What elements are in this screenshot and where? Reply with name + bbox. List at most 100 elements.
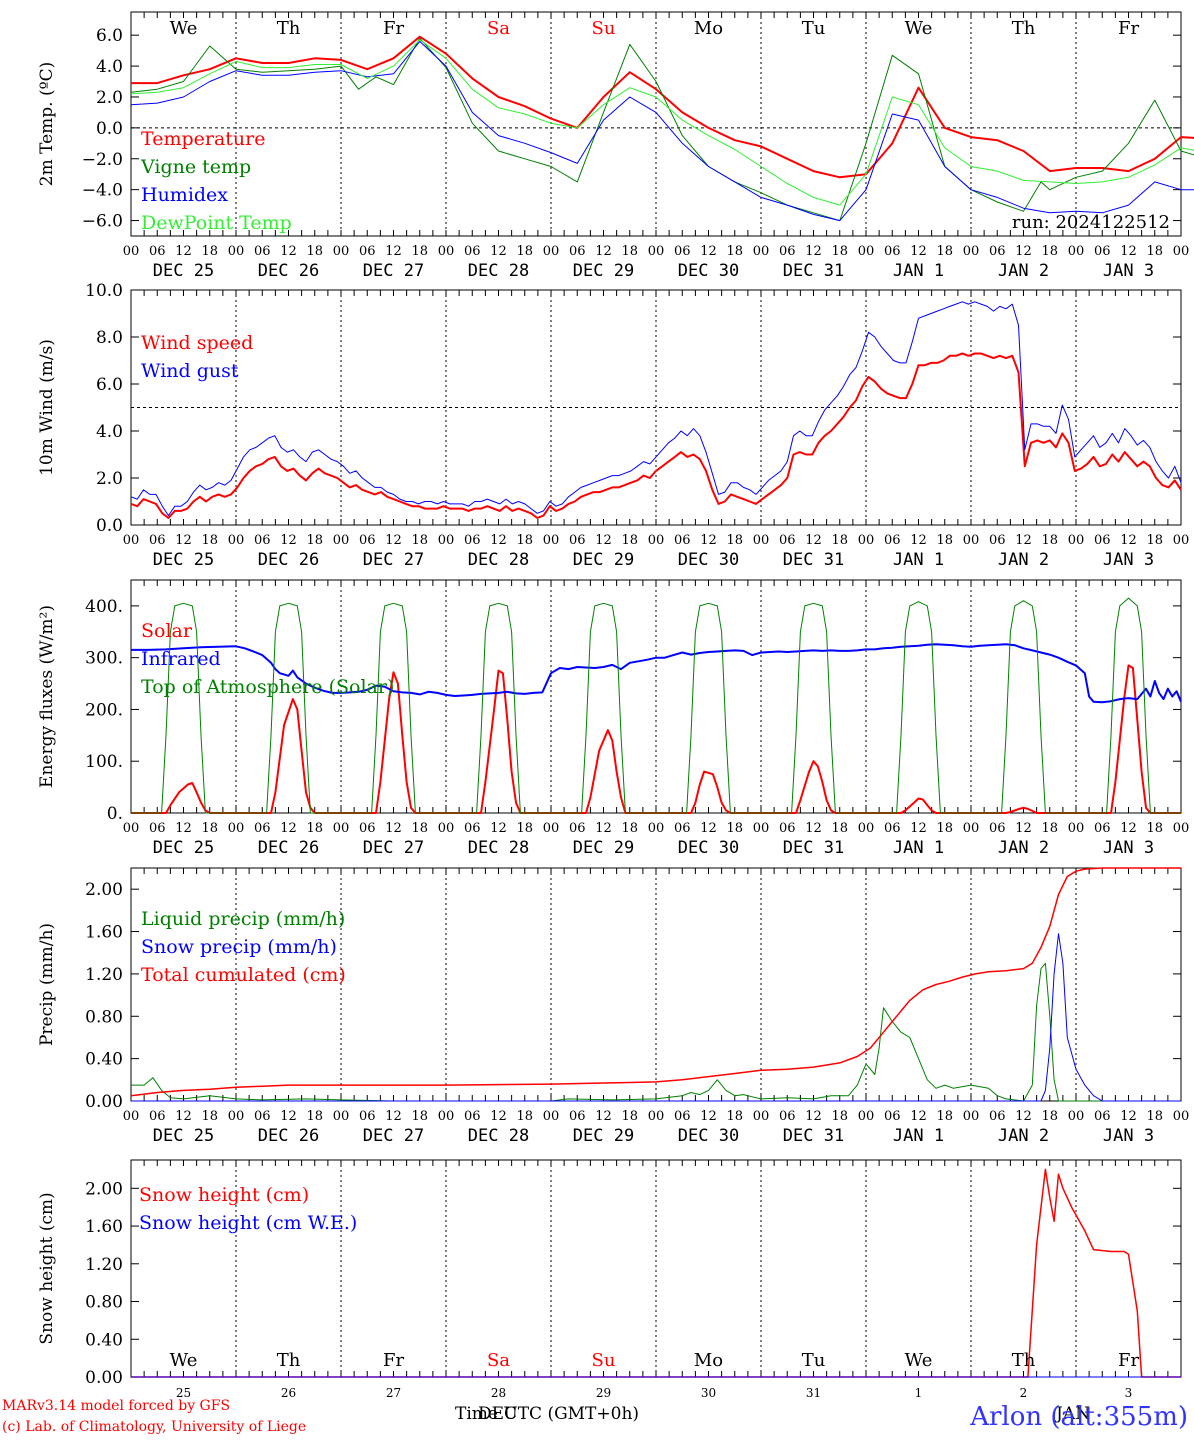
hour-tick-label: 06 — [674, 821, 691, 836]
y-tick-label: 0.0 — [96, 516, 123, 536]
hour-tick-label: 06 — [884, 821, 901, 836]
series-line-3-2 — [131, 643, 1182, 704]
y-tick-label: −4.0 — [82, 181, 123, 201]
hour-tick-label: 06 — [1094, 244, 1111, 259]
day-number: 30 — [701, 1386, 716, 1400]
hour-tick-label: 12 — [1015, 244, 1032, 259]
hour-tick-label: 00 — [228, 244, 245, 259]
hour-tick-label: 00 — [1068, 821, 1085, 836]
hour-tick-label: 06 — [989, 244, 1006, 259]
y-tick-label: 6.0 — [96, 26, 123, 46]
hour-tick-label: 18 — [1146, 821, 1163, 836]
y-tick-label: 1.20 — [85, 1255, 123, 1275]
hour-tick-label: 12 — [910, 1109, 927, 1124]
hour-tick-label: 18 — [516, 533, 533, 548]
hour-tick-label: 00 — [438, 821, 455, 836]
legend-entry: Solar — [141, 620, 193, 642]
day-label: DEC 29 — [573, 1126, 634, 1146]
hour-tick-label: 18 — [411, 533, 428, 548]
hour-tick-label: 06 — [989, 533, 1006, 548]
y-tick-label: 6.0 — [96, 375, 123, 395]
hour-tick-label: 18 — [516, 1109, 533, 1124]
day-label: DEC 31 — [783, 838, 844, 858]
hour-tick-label: 00 — [1173, 821, 1190, 836]
hour-tick-label: 00 — [1173, 244, 1190, 259]
legend-entry: Total cumulated (cm) — [141, 964, 346, 986]
y-tick-label: 8.0 — [96, 328, 123, 348]
legend-entry: Liquid precip (mm/h) — [141, 908, 345, 930]
day-label: JAN 3 — [1103, 261, 1154, 281]
day-number: 26 — [281, 1386, 296, 1400]
legend-entry: Snow height (cm) — [139, 1184, 309, 1206]
weekday-label-bottom: Fr — [1118, 1350, 1139, 1371]
y-tick-label: 4.0 — [96, 57, 123, 77]
day-label: DEC 28 — [468, 261, 529, 281]
hour-tick-label: 00 — [753, 244, 770, 259]
hour-tick-label: 12 — [280, 821, 297, 836]
weekday-label-top: Th — [277, 18, 301, 39]
hour-tick-label: 06 — [569, 533, 586, 548]
hour-tick-label: 06 — [464, 533, 481, 548]
hour-tick-label: 18 — [621, 244, 638, 259]
hour-tick-label: 12 — [280, 244, 297, 259]
series-line-4-2 — [131, 933, 1181, 1102]
day-number: 29 — [596, 1386, 611, 1400]
day-label: JAN 1 — [893, 1126, 944, 1146]
hour-tick-label: 12 — [1015, 1109, 1032, 1124]
hour-tick-label: 12 — [1015, 821, 1032, 836]
hour-tick-label: 06 — [779, 821, 796, 836]
hour-tick-label: 06 — [149, 533, 166, 548]
hour-tick-label: 06 — [884, 244, 901, 259]
hour-tick-label: 06 — [674, 1109, 691, 1124]
hour-tick-label: 18 — [1146, 244, 1163, 259]
hour-tick-label: 06 — [359, 1109, 376, 1124]
hour-tick-label: 18 — [726, 533, 743, 548]
hour-tick-label: 06 — [569, 244, 586, 259]
hour-tick-label: 00 — [438, 1109, 455, 1124]
day-label: DEC 27 — [363, 261, 424, 281]
hour-tick-label: 06 — [779, 533, 796, 548]
hour-tick-label: 06 — [254, 533, 271, 548]
hour-tick-label: 00 — [228, 533, 245, 548]
hour-tick-label: 06 — [569, 1109, 586, 1124]
day-label: DEC 29 — [573, 261, 634, 281]
hour-tick-label: 12 — [700, 821, 717, 836]
hour-tick-label: 12 — [595, 821, 612, 836]
weekday-label-bottom: Sa — [487, 1350, 510, 1371]
weekday-label-top: We — [170, 18, 198, 39]
hour-tick-label: 06 — [254, 821, 271, 836]
legend-entry: DewPoint Temp — [141, 212, 292, 234]
hour-tick-label: 00 — [228, 821, 245, 836]
day-label: DEC 30 — [678, 550, 739, 570]
hour-tick-label: 00 — [333, 1109, 350, 1124]
day-label: DEC 27 — [363, 550, 424, 570]
y-tick-label: 0.00 — [85, 1092, 123, 1112]
hour-tick-label: 12 — [175, 1109, 192, 1124]
day-number: 31 — [806, 1386, 821, 1400]
hour-tick-label: 12 — [805, 244, 822, 259]
hour-tick-label: 06 — [674, 533, 691, 548]
day-label: DEC 30 — [678, 838, 739, 858]
day-label: DEC 25 — [153, 838, 214, 858]
time-axis-label: Time UTC (GMT+0h) — [455, 1404, 640, 1424]
series-line-5-1 — [131, 1168, 1181, 1378]
hour-tick-label: 18 — [726, 244, 743, 259]
hour-tick-label: 18 — [411, 244, 428, 259]
day-label: DEC 31 — [783, 550, 844, 570]
hour-tick-label: 12 — [700, 1109, 717, 1124]
day-label: DEC 27 — [363, 1126, 424, 1146]
y-tick-label: 0.80 — [85, 1293, 123, 1313]
hour-tick-label: 12 — [385, 533, 402, 548]
day-label: JAN 1 — [893, 550, 944, 570]
hour-tick-label: 06 — [254, 1109, 271, 1124]
y-tick-label: 0. — [107, 804, 123, 824]
series-line-3-3 — [131, 597, 1181, 814]
y-tick-label: 0.40 — [85, 1050, 123, 1070]
weekday-label-top: Sa — [487, 18, 510, 39]
hour-tick-label: 12 — [595, 533, 612, 548]
hour-tick-label: 12 — [805, 1109, 822, 1124]
hour-tick-label: 12 — [910, 244, 927, 259]
hour-tick-label: 12 — [700, 244, 717, 259]
hour-tick-label: 18 — [831, 533, 848, 548]
